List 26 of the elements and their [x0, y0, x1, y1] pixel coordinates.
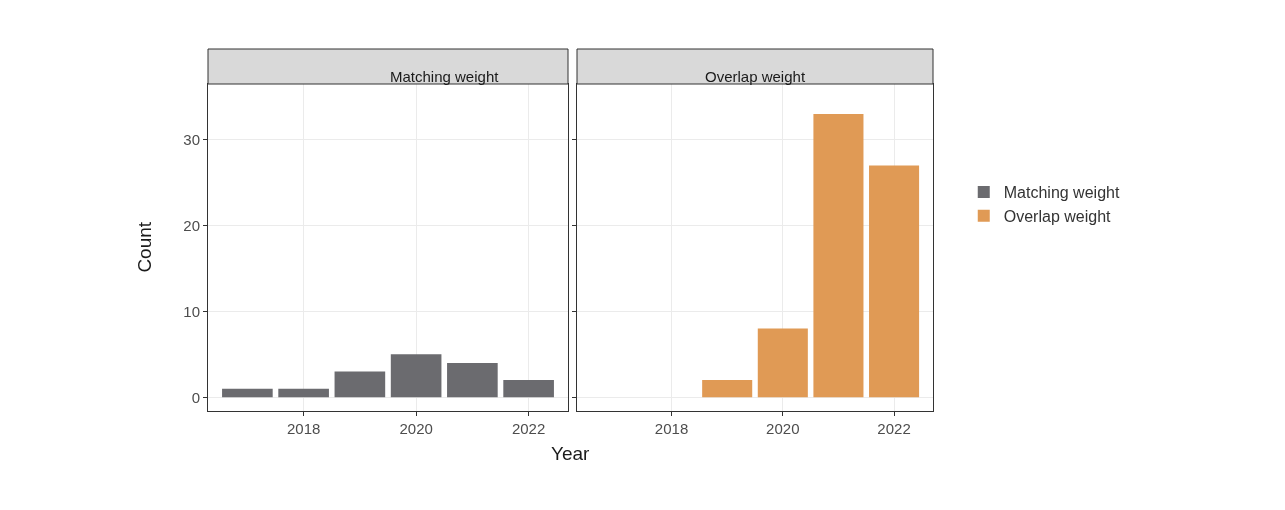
chart-title: Matching weight: [390, 68, 500, 85]
y-axis-title: Count: [133, 221, 155, 273]
y-tick-label: 0: [191, 388, 200, 406]
x-tick-label: 2020: [766, 420, 800, 437]
bar: [702, 380, 753, 398]
bar: [334, 371, 386, 398]
bar: [447, 362, 498, 398]
x-tick-label: 2018: [286, 420, 321, 437]
x-tick-label: 2022: [877, 420, 911, 437]
bar: [869, 165, 920, 398]
legend-label: Matching weight: [1003, 184, 1120, 202]
y-tick-label: 10: [183, 302, 200, 320]
y-tick-label: 30: [183, 131, 200, 149]
x-tick-label: 2018: [654, 420, 689, 437]
chart-title: Overlap weight: [705, 68, 806, 85]
y-tick-label: 20: [183, 216, 200, 234]
bar: [813, 114, 864, 398]
bar: [503, 380, 554, 398]
x-tick-label: 2020: [399, 420, 433, 437]
x-tick-label: 2022: [511, 420, 546, 437]
bar: [222, 388, 273, 398]
bar: [757, 328, 808, 398]
x-axis-title: Year: [551, 443, 591, 464]
bar: [390, 354, 442, 398]
legend-label: Overlap weight: [1003, 207, 1112, 225]
bar: [278, 388, 329, 398]
